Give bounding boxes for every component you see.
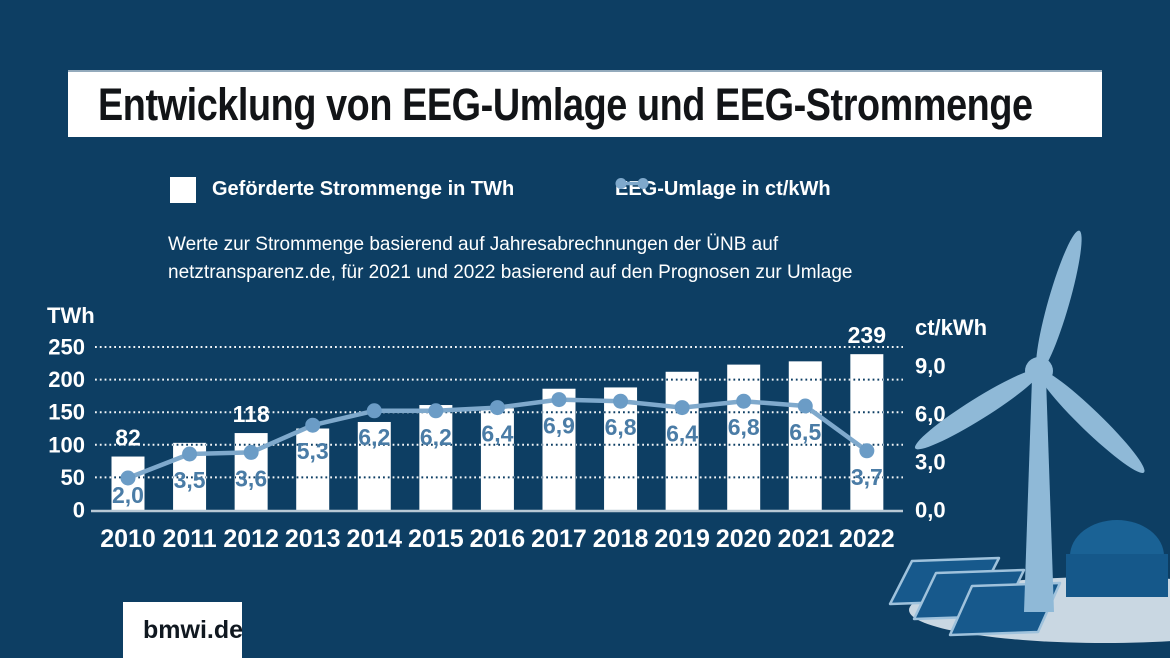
svg-text:2014: 2014 bbox=[346, 525, 402, 553]
svg-text:150: 150 bbox=[48, 400, 85, 425]
svg-text:2017: 2017 bbox=[531, 525, 587, 553]
wind-turbine-icon bbox=[914, 230, 1145, 612]
source-note: Werte zur Strommenge basierend auf Jahre… bbox=[168, 231, 852, 286]
svg-text:2022: 2022 bbox=[839, 525, 895, 553]
svg-text:0: 0 bbox=[73, 498, 85, 523]
svg-text:2021: 2021 bbox=[777, 525, 833, 553]
svg-text:50: 50 bbox=[61, 465, 85, 490]
svg-text:239: 239 bbox=[848, 322, 886, 348]
svg-text:6,2: 6,2 bbox=[358, 424, 390, 450]
svg-text:2020: 2020 bbox=[716, 525, 772, 553]
legend-item-strommenge: Geförderte Strommenge in TWh bbox=[170, 176, 514, 203]
title-band: Entwicklung von EEG-Umlage und EEG-Strom… bbox=[68, 70, 1102, 137]
svg-text:2012: 2012 bbox=[223, 525, 279, 553]
svg-text:82: 82 bbox=[115, 425, 141, 451]
bar-swatch-icon bbox=[170, 176, 196, 203]
source-note-line1: Werte zur Strommenge basierend auf Jahre… bbox=[168, 234, 779, 255]
svg-text:2011: 2011 bbox=[162, 525, 216, 553]
svg-text:118: 118 bbox=[233, 401, 270, 427]
svg-text:6,2: 6,2 bbox=[420, 424, 452, 450]
page-title: Entwicklung von EEG-Umlage und EEG-Strom… bbox=[98, 78, 1033, 130]
source-note-line2: netztransparenz.de, für 2021 und 2022 ba… bbox=[168, 261, 853, 283]
line-dots-icon bbox=[615, 178, 649, 189]
brand-box: bmwi.de bbox=[123, 602, 244, 658]
svg-text:6,4: 6,4 bbox=[481, 421, 513, 447]
svg-text:5,3: 5,3 bbox=[297, 438, 329, 464]
svg-text:6,0: 6,0 bbox=[915, 402, 946, 427]
svg-text:2016: 2016 bbox=[470, 525, 526, 553]
legend-label: Geförderte Strommenge in TWh bbox=[212, 178, 515, 200]
svg-text:6,9: 6,9 bbox=[543, 413, 575, 439]
svg-text:3,5: 3,5 bbox=[174, 467, 206, 493]
svg-text:6,8: 6,8 bbox=[728, 414, 760, 440]
svg-text:2015: 2015 bbox=[408, 525, 464, 553]
svg-text:ct/kWh: ct/kWh bbox=[915, 315, 987, 340]
svg-text:6,8: 6,8 bbox=[605, 414, 637, 440]
svg-text:TWh: TWh bbox=[47, 303, 95, 328]
svg-text:2013: 2013 bbox=[285, 525, 341, 553]
svg-text:3,6: 3,6 bbox=[235, 465, 267, 491]
svg-text:6,5: 6,5 bbox=[789, 419, 821, 445]
svg-text:200: 200 bbox=[48, 367, 85, 392]
svg-text:2019: 2019 bbox=[654, 525, 710, 553]
legend-item-umlage: EEG-Umlage in ct/kWh bbox=[615, 176, 831, 203]
svg-text:100: 100 bbox=[48, 432, 85, 457]
svg-text:250: 250 bbox=[48, 335, 85, 360]
svg-text:3,0: 3,0 bbox=[915, 450, 946, 475]
brand-label: bmwi.de bbox=[143, 615, 244, 644]
svg-text:2010: 2010 bbox=[100, 525, 156, 553]
svg-text:2,0: 2,0 bbox=[112, 482, 144, 508]
svg-text:6,4: 6,4 bbox=[666, 421, 698, 447]
svg-text:2018: 2018 bbox=[593, 525, 649, 553]
svg-text:3,7: 3,7 bbox=[851, 464, 883, 490]
svg-text:9,0: 9,0 bbox=[915, 354, 946, 379]
dome-building-icon bbox=[1066, 520, 1168, 597]
svg-text:0,0: 0,0 bbox=[915, 498, 946, 523]
legend-label: EEG-Umlage in ct/kWh bbox=[615, 178, 831, 200]
